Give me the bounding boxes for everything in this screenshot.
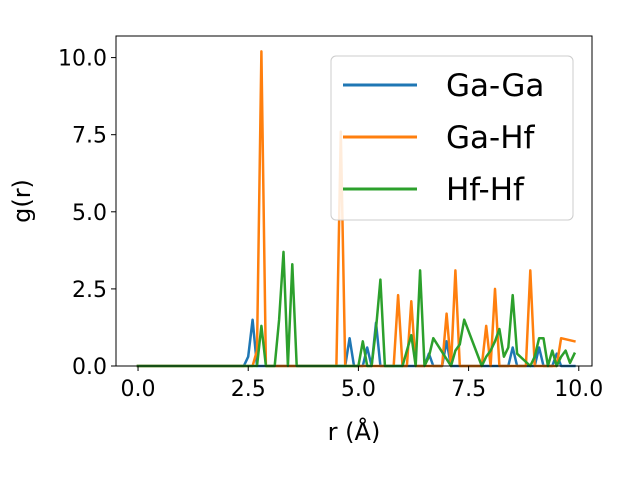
plot-frame (115, 35, 593, 367)
legend: Ga-Ga Ga-Hf Hf-Hf (330, 55, 574, 221)
x-tick-label: 5.0 (341, 377, 376, 402)
legend-label-hf-hf: Hf-Hf (446, 172, 525, 208)
legend-label-ga-ga: Ga-Ga (446, 68, 544, 104)
y-axis-label: g(r) (8, 179, 36, 223)
x-tick-label: 7.5 (451, 377, 486, 402)
y-tick-label: 2.5 (72, 278, 107, 303)
x-axis-ticks: 0.0 2.5 5.0 7.5 10.0 (121, 366, 603, 402)
x-axis-label: r (Å) (328, 417, 381, 446)
x-tick-label: 2.5 (231, 377, 266, 402)
y-tick-label: 10.0 (58, 47, 107, 72)
y-tick-label: 5.0 (72, 201, 107, 226)
series-line-hf-hf (136, 250, 577, 368)
y-tick-label: 7.5 (72, 124, 107, 149)
y-axis-ticks: 0.0 2.5 5.0 7.5 10.0 (58, 47, 116, 380)
legend-box (330, 55, 574, 221)
x-tick-label: 0.0 (121, 377, 156, 402)
x-tick-label: 10.0 (554, 377, 603, 402)
y-tick-label: 0.0 (72, 355, 107, 380)
legend-label-ga-hf: Ga-Hf (446, 120, 536, 156)
